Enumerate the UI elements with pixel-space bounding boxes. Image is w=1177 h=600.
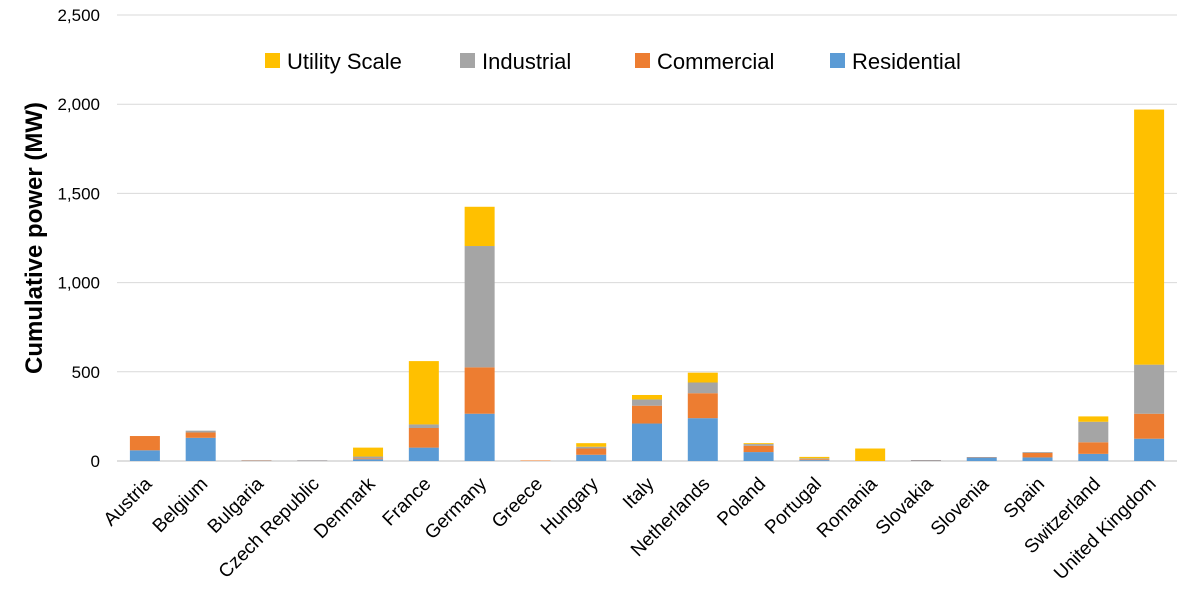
- bar-segment: [464, 246, 495, 368]
- x-tick-label: Belgium: [149, 474, 212, 537]
- bar-segment: [353, 459, 384, 461]
- bar-segment: [576, 443, 607, 447]
- bar-segment: [1134, 438, 1165, 461]
- x-tick-label: Romania: [813, 473, 882, 542]
- legend: Utility Scale Industrial Commercial Residen…: [265, 49, 961, 74]
- legend-label: Industrial: [482, 49, 571, 74]
- x-tick-label: Czech Republic: [215, 474, 324, 583]
- bar-segment: [1078, 416, 1109, 422]
- y-tick-label: 500: [72, 363, 100, 382]
- bar-segment: [353, 447, 384, 457]
- legend-swatch: [635, 53, 650, 68]
- bar-segment: [408, 447, 439, 461]
- bar-segment: [353, 456, 384, 459]
- bar-segment: [408, 424, 439, 428]
- bar-segment: [464, 367, 495, 414]
- y-tick-label: 1,000: [57, 274, 100, 293]
- bar-segment: [743, 445, 774, 453]
- bar-segment: [632, 394, 662, 400]
- bar-segment: [1022, 452, 1053, 458]
- gridlines: [117, 14, 1177, 462]
- bar-segment: [185, 432, 216, 438]
- bar-segment: [408, 361, 439, 425]
- bar-segment: [632, 423, 662, 461]
- bar-segment: [799, 458, 830, 460]
- bar-segment: [129, 436, 160, 451]
- legend-swatch: [265, 53, 280, 68]
- bar-segment: [185, 430, 216, 433]
- bar-segment: [1078, 421, 1109, 443]
- y-axis-title: Cumulative power (MW): [21, 102, 48, 374]
- bar-segment: [632, 399, 662, 406]
- y-tick-label: 2,000: [57, 95, 100, 114]
- bar-segment: [687, 418, 718, 461]
- y-tick-label: 1,500: [57, 184, 100, 203]
- bar-segment: [1022, 452, 1053, 453]
- bar-segment: [799, 459, 830, 461]
- y-axis-ticks: 0 500 1,000 1,500 2,000 2,500: [57, 6, 100, 471]
- bar-segment: [576, 454, 607, 461]
- bar-segment: [576, 448, 607, 455]
- bar-segment: [1078, 442, 1109, 454]
- x-tick-label: Denmark: [310, 473, 380, 543]
- bar-segment: [910, 460, 941, 461]
- bar-segment: [1078, 453, 1109, 461]
- x-tick-label: United Kingdom: [1050, 474, 1160, 584]
- bar-segment: [855, 448, 886, 461]
- x-tick-label: Spain: [1000, 474, 1049, 523]
- bar-segment: [353, 458, 384, 460]
- bar-segment: [632, 405, 662, 424]
- bar-segment: [743, 444, 774, 446]
- legend-swatch: [460, 53, 475, 68]
- legend-swatch: [830, 53, 845, 68]
- y-tick-label: 2,500: [57, 6, 100, 25]
- bar-segment: [1022, 457, 1053, 461]
- y-tick-label: 0: [91, 452, 100, 471]
- x-tick-label: Hungary: [537, 473, 603, 539]
- x-tick-label: Italy: [619, 473, 659, 513]
- bar-segment: [1134, 109, 1165, 365]
- bar-segment: [408, 427, 439, 448]
- legend-label: Commercial: [657, 49, 774, 74]
- bar-segment: [687, 393, 718, 419]
- bar-segment: [129, 450, 160, 461]
- x-tick-label: Slovakia: [872, 473, 938, 539]
- legend-label: Residential: [852, 49, 961, 74]
- legend-label: Utility Scale: [287, 49, 402, 74]
- bar-segment: [687, 372, 718, 383]
- bar-segment: [464, 206, 495, 247]
- bar-segment: [743, 443, 774, 445]
- bar-segment: [799, 460, 830, 461]
- bar-segment: [799, 456, 830, 459]
- x-tick-label: Slovenia: [927, 473, 994, 540]
- bars: [129, 109, 1165, 461]
- bar-segment: [1134, 364, 1165, 414]
- x-tick-label: Germany: [421, 473, 491, 543]
- bar-segment: [185, 437, 216, 461]
- bar-segment: [966, 457, 997, 461]
- bar-segment: [520, 460, 551, 461]
- bar-segment: [743, 452, 774, 461]
- bar-segment: [576, 446, 607, 449]
- bar-segment: [464, 413, 495, 461]
- bar-segment: [1134, 413, 1165, 439]
- bar-segment: [687, 382, 718, 394]
